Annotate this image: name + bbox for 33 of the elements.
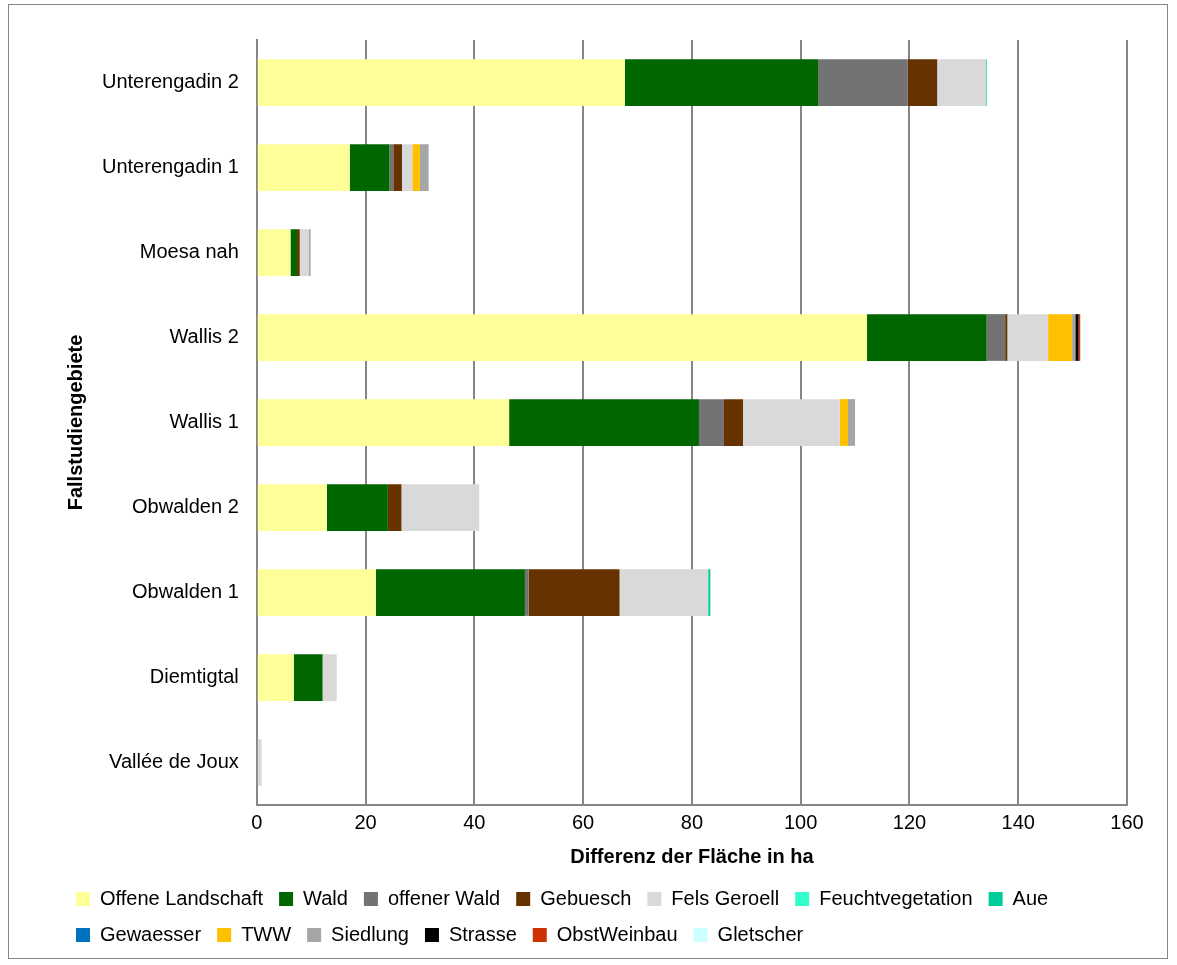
y-tick-label: Obwalden 1 (132, 580, 239, 603)
y-tick-label: Wallis 1 (169, 410, 239, 433)
legend-label: Gletscher (717, 922, 804, 945)
x-axis-title: Differenz der Fläche in ha (570, 844, 815, 867)
y-tick-label: Unterengadin 2 (101, 70, 239, 93)
legend-label: Gewaesser (100, 922, 202, 945)
y-axis-title: Fallstudiengebiete (63, 334, 86, 511)
y-tick-label: Wallis 2 (169, 325, 239, 348)
legend-label: Feuchtvegetation (819, 886, 973, 909)
legend-label: Aue (1012, 886, 1049, 909)
legend-label: Gebuesch (540, 886, 632, 909)
legend-label: Strasse (448, 922, 517, 945)
legend-label: Wald (303, 886, 348, 909)
legend-label: ObstWeinbau (556, 922, 678, 945)
legend-label: Fels Geroell (671, 886, 780, 909)
y-tick-label: Moesa nah (139, 240, 239, 263)
x-tick-label: 120 (892, 810, 927, 833)
y-tick-label: Unterengadin 1 (101, 155, 239, 178)
legend-label: Offene Landschaft (100, 886, 264, 909)
x-tick-label: 20 (354, 810, 377, 833)
x-tick-label: 40 (463, 810, 486, 833)
legend-label: offener Wald (387, 886, 501, 909)
x-tick-label: 160 (1110, 810, 1144, 833)
legend-label: Siedlung (331, 922, 409, 945)
y-tick-label: Obwalden 2 (132, 495, 239, 518)
x-tick-label: 140 (1001, 810, 1035, 833)
x-tick-label: 60 (571, 810, 595, 833)
y-tick-label: Vallée de Joux (109, 750, 239, 773)
y-tick-label: Diemtigtal (149, 665, 239, 688)
x-tick-label: 100 (783, 810, 818, 833)
x-tick-label: 80 (680, 810, 704, 833)
x-tick-label: 0 (251, 810, 263, 833)
legend-label: TWW (241, 922, 292, 945)
